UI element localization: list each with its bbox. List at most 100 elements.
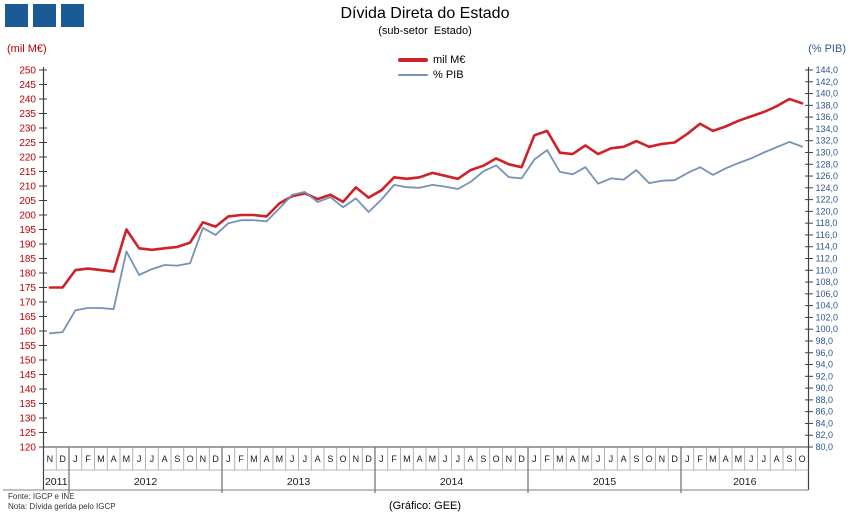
legend-item-pib: % PIB <box>398 67 465 82</box>
month-label: M <box>123 454 131 464</box>
month-label: M <box>403 454 411 464</box>
month-label: J <box>456 454 461 464</box>
month-label: M <box>97 454 105 464</box>
month-label: D <box>212 454 219 464</box>
left-axis-tick-label: 130 <box>19 414 36 425</box>
left-axis-tick-label: 145 <box>19 370 36 381</box>
left-axis-tick-label: 150 <box>19 356 36 367</box>
month-label: A <box>468 454 474 464</box>
right-axis-tick-label: 94,0 <box>816 360 834 370</box>
month-label: M <box>556 454 564 464</box>
right-axis-tick-label: 82,0 <box>816 430 834 440</box>
month-label: M <box>709 454 717 464</box>
legend-label: mil M€ <box>433 53 466 66</box>
right-axis-tick-label: 98,0 <box>816 336 834 346</box>
right-axis-tick-label: 132,0 <box>816 136 839 146</box>
right-axis-tick-label: 120,0 <box>816 206 839 216</box>
month-label: A <box>111 454 117 464</box>
legend: mil M€ % PIB <box>398 52 465 82</box>
month-label: J <box>303 454 308 464</box>
month-label: J <box>290 454 295 464</box>
month-label: J <box>762 454 767 464</box>
month-label: J <box>150 454 155 464</box>
left-axis-tick-label: 155 <box>19 341 36 352</box>
year-label: 2011 <box>45 476 68 488</box>
month-label: O <box>646 454 653 464</box>
month-label: A <box>621 454 627 464</box>
left-axis-tick-label: 135 <box>19 399 36 410</box>
right-axis-tick-label: 100,0 <box>816 324 839 334</box>
right-axis-tick-label: 124,0 <box>816 183 839 193</box>
month-label: D <box>671 454 678 464</box>
left-axis-tick-label: 185 <box>19 254 36 265</box>
left-axis-tick-label: 125 <box>19 428 36 439</box>
left-axis-tick-label: 170 <box>19 298 36 309</box>
month-label: O <box>799 454 806 464</box>
right-axis-tick-label: 104,0 <box>816 301 839 311</box>
month-label: J <box>226 454 231 464</box>
footer-source: Fonte: IGCP e INE Nota: Dívida gerida pe… <box>8 492 116 512</box>
month-label: A <box>570 454 576 464</box>
left-axis-tick-label: 140 <box>19 385 36 396</box>
month-label: M <box>582 454 590 464</box>
left-axis-tick-label: 250 <box>19 66 36 77</box>
left-axis-unit-label: (mil M€) <box>7 43 47 55</box>
left-axis-tick-label: 230 <box>19 124 36 135</box>
month-label: S <box>633 454 639 464</box>
month-label: J <box>73 454 78 464</box>
left-axis-tick-label: 240 <box>19 95 36 106</box>
month-label: J <box>379 454 384 464</box>
right-axis-unit-label: (% PIB) <box>808 43 846 55</box>
right-axis-tick-label: 138,0 <box>816 100 839 110</box>
legend-line-swatch-red <box>398 57 428 62</box>
month-label: A <box>723 454 729 464</box>
right-axis-tick-label: 142,0 <box>816 77 839 87</box>
right-axis-tick-label: 136,0 <box>816 112 839 122</box>
month-label: M <box>735 454 743 464</box>
month-label: A <box>774 454 780 464</box>
right-axis-tick-label: 86,0 <box>816 407 834 417</box>
right-axis-tick-label: 110,0 <box>816 265 838 275</box>
month-label: N <box>506 454 513 464</box>
month-label: M <box>250 454 258 464</box>
month-label: N <box>659 454 666 464</box>
left-axis-tick-label: 225 <box>19 138 36 149</box>
month-label: D <box>59 454 66 464</box>
logo <box>5 4 84 27</box>
right-axis-tick-label: 90,0 <box>816 383 834 393</box>
year-label: 2013 <box>287 476 311 488</box>
right-axis-tick-label: 122,0 <box>816 195 839 205</box>
year-label: 2016 <box>733 476 757 488</box>
chart-subtitle: (sub-setor Estado) <box>378 25 472 37</box>
legend-label: % PIB <box>433 68 464 81</box>
left-axis-tick-label: 120 <box>19 443 36 454</box>
month-label: O <box>187 454 194 464</box>
month-label: M <box>429 454 437 464</box>
year-label: 2014 <box>440 476 464 488</box>
right-axis-tick-label: 144,0 <box>816 65 839 75</box>
left-axis-tick-label: 165 <box>19 312 36 323</box>
month-label: F <box>85 454 91 464</box>
month-label: O <box>340 454 347 464</box>
left-axis-tick-label: 235 <box>19 109 36 120</box>
legend-item-mil-me: mil M€ <box>398 52 465 67</box>
right-axis-tick-label: 84,0 <box>816 418 834 428</box>
right-axis-tick-label: 134,0 <box>816 124 839 134</box>
left-axis-tick-label: 210 <box>19 182 36 193</box>
right-axis-tick-label: 108,0 <box>816 277 839 287</box>
month-label: N <box>353 454 360 464</box>
series-line-pib <box>49 140 803 335</box>
year-label: 2012 <box>134 476 158 488</box>
right-axis-tick-label: 92,0 <box>816 371 834 381</box>
right-axis-tick-label: 118,0 <box>816 218 838 228</box>
year-label: 2015 <box>593 476 617 488</box>
month-label: A <box>417 454 423 464</box>
month-label: J <box>749 454 754 464</box>
left-axis-tick-label: 245 <box>19 80 36 91</box>
month-label: M <box>276 454 284 464</box>
logo-square <box>33 4 56 27</box>
left-axis-tick-label: 215 <box>19 167 36 178</box>
right-axis-tick-label: 130,0 <box>816 147 839 157</box>
right-axis-tick-label: 116,0 <box>816 230 838 240</box>
month-label: S <box>786 454 792 464</box>
